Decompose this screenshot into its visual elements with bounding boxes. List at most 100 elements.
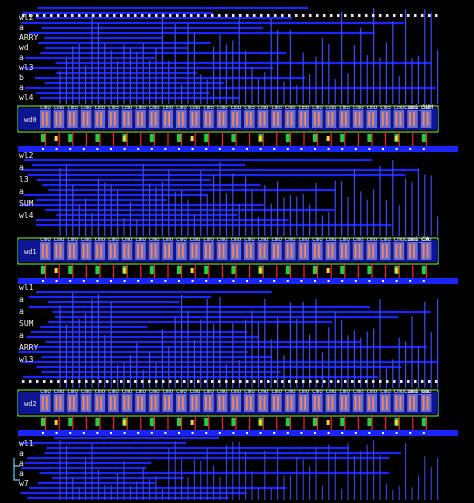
cell-instance-label: cmo — [203, 236, 214, 243]
poly-gate — [154, 396, 157, 410]
via — [422, 280, 425, 282]
net-label: wl2 — [19, 13, 34, 22]
via — [150, 432, 153, 434]
poly-gate — [372, 112, 374, 126]
cell-body — [420, 394, 432, 412]
poly-gate — [182, 112, 184, 126]
poly-gate — [300, 396, 302, 410]
via — [323, 380, 326, 383]
poly-gate — [82, 396, 85, 410]
diffusion — [41, 134, 45, 142]
poly-gate — [263, 244, 266, 258]
via — [300, 148, 303, 150]
poly-gate — [409, 112, 411, 126]
net-label: a — [19, 459, 24, 468]
poly-gate — [154, 112, 157, 126]
poly-route — [235, 416, 237, 430]
diffusion — [177, 418, 181, 426]
cell-instance-label: cmo — [162, 236, 173, 243]
cell-body — [298, 110, 309, 128]
poly-gate — [110, 244, 112, 258]
diffusion — [95, 418, 100, 426]
poly-gate — [46, 112, 48, 126]
cell-body — [216, 242, 228, 260]
via — [64, 14, 67, 17]
via — [55, 148, 58, 150]
via — [314, 148, 316, 150]
poly-route — [249, 132, 251, 146]
poly-gate — [69, 112, 71, 126]
cell-instance-label: cmo — [108, 388, 119, 395]
poly-gate — [69, 244, 71, 258]
cell-body — [352, 242, 364, 260]
via — [155, 380, 158, 383]
cell-instance-label: cmo — [339, 388, 350, 395]
cell-body — [162, 242, 173, 260]
poly-gate — [114, 396, 116, 410]
poly-route — [276, 132, 278, 146]
poly-gate — [331, 396, 334, 410]
cell-instance-label: cmo — [176, 104, 187, 111]
poly-gate — [137, 112, 139, 126]
cell-body — [108, 110, 119, 128]
via — [281, 14, 284, 17]
via — [134, 14, 137, 17]
cell-body — [135, 242, 146, 260]
cell-instance-label: cmo — [244, 236, 255, 243]
poly-route — [167, 132, 169, 146]
via — [267, 14, 270, 17]
poly-gate — [259, 244, 262, 258]
via — [246, 432, 248, 434]
diffusion — [41, 418, 45, 426]
via — [354, 280, 357, 282]
diffusion — [149, 134, 154, 142]
poly-route — [153, 416, 155, 430]
via — [354, 148, 357, 150]
cell-body — [94, 394, 105, 412]
via — [395, 280, 398, 282]
poly-gate — [86, 112, 89, 126]
cell-instance-label: cmo — [67, 104, 78, 111]
poly-route — [181, 416, 183, 430]
via — [400, 380, 403, 383]
poly-route — [45, 416, 47, 430]
net-label: a — [19, 53, 24, 62]
cell-body — [53, 110, 65, 128]
poly-gate — [318, 244, 320, 258]
net-label: a — [19, 163, 24, 172]
poly-route — [371, 132, 373, 146]
poly-route — [99, 416, 101, 430]
poly-gate — [246, 244, 248, 258]
diffusion — [204, 266, 209, 274]
poly-route — [425, 264, 427, 278]
poly-gate — [409, 396, 411, 410]
via — [50, 380, 53, 383]
pin-bracket — [13, 458, 20, 481]
via — [191, 280, 194, 282]
cell-instance-label: cmo — [203, 388, 214, 395]
poly-gate — [290, 396, 293, 410]
cell-body — [352, 110, 364, 128]
poly-gate — [164, 244, 166, 258]
poly-gate — [191, 396, 194, 410]
contact — [190, 268, 194, 273]
cell-instance-label: cmo — [217, 236, 228, 243]
via — [409, 148, 412, 150]
cell-body — [339, 110, 350, 128]
cell-instance-label: cmo — [353, 104, 364, 111]
poly-route — [303, 264, 305, 278]
power-rail — [18, 278, 458, 284]
poly-gate — [395, 112, 398, 126]
cell-instance-label: cmo — [81, 104, 92, 111]
via — [106, 380, 109, 383]
poly-gate — [413, 244, 415, 258]
poly-route — [194, 416, 196, 430]
via — [302, 380, 305, 383]
diffusion — [367, 418, 372, 426]
via — [414, 380, 417, 383]
cell-instance-label: cmo — [353, 388, 364, 395]
via — [148, 14, 151, 17]
cell-instance-label: cmo — [190, 388, 201, 395]
